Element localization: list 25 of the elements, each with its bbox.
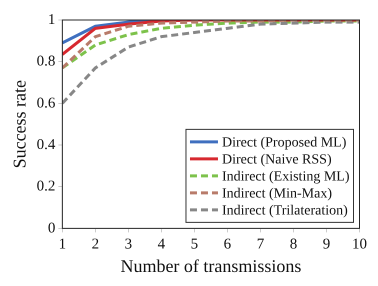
legend-label: Direct (Naive RSS) (222, 152, 332, 168)
x-tick-label: 4 (158, 236, 166, 252)
legend-label: Direct (Proposed ML) (222, 136, 347, 151)
line-series (62, 20, 360, 105)
x-tick-label: 7 (256, 236, 265, 252)
y-tick-label: 0.8 (36, 54, 56, 70)
x-tick-label: 1 (58, 236, 66, 252)
x-tick-label: 2 (92, 236, 100, 252)
y-tick-label: 0.6 (36, 95, 56, 112)
y-tick-label: 0 (48, 220, 56, 236)
legend-label: Indirect (Existing ML) (222, 170, 350, 185)
x-tick-label: 9 (322, 236, 330, 252)
legend-label: Indirect (Trilateration) (222, 204, 348, 219)
x-tick-label: 6 (224, 236, 232, 252)
x-tick-label: 5 (190, 236, 198, 252)
x-axis-title: Number of transmissions (120, 256, 302, 276)
y-tick-label: 0.2 (36, 178, 56, 195)
y-tick-label: 0.4 (36, 136, 56, 153)
legend-label: Indirect (Min-Max) (222, 186, 332, 202)
y-tick-label: 1 (48, 12, 56, 28)
x-tick-label: 8 (290, 236, 298, 252)
y-axis-title: Success rate (10, 80, 30, 168)
line-series (62, 20, 360, 70)
x-tick-label: 10 (352, 236, 367, 252)
x-tick-label: 3 (124, 236, 132, 252)
